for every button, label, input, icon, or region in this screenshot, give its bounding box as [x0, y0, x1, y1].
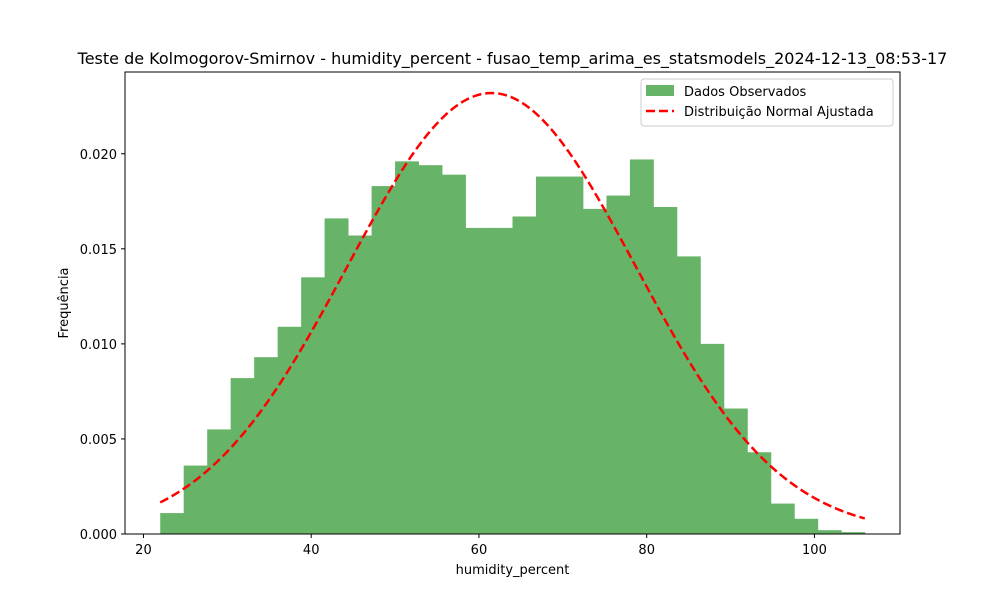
histogram-bar — [559, 176, 584, 534]
y-tick-label: 0.015 — [80, 243, 117, 258]
x-axis-label: humidity_percent — [456, 563, 570, 578]
histogram-bar — [723, 408, 748, 534]
histogram-bar — [207, 429, 232, 534]
histogram-bar — [371, 186, 396, 534]
y-axis-label: Frequência — [57, 267, 72, 338]
legend-label-observed: Dados Observados — [684, 85, 807, 100]
plot-area — [124, 71, 901, 535]
histogram-bar — [535, 176, 560, 534]
histogram-bar — [160, 513, 185, 534]
chart-title: Teste de Kolmogorov-Smirnov - humidity_p… — [77, 49, 948, 69]
y-tick-label: 0.005 — [80, 433, 117, 448]
y-tick-label: 0.020 — [80, 148, 117, 163]
legend-swatch-observed — [646, 85, 674, 96]
histogram-bar — [606, 195, 631, 534]
histogram-bar — [770, 503, 795, 534]
histogram-bar — [817, 530, 842, 534]
x-tick-label: 100 — [802, 543, 827, 558]
x-tick-label: 60 — [471, 543, 488, 558]
histogram-bar — [301, 277, 326, 534]
normal-fit-line — [159, 91, 866, 520]
y-tick-label: 0.000 — [80, 528, 117, 543]
axes-frame — [124, 71, 901, 535]
histogram-bar — [512, 216, 537, 534]
histogram-bar — [676, 256, 701, 534]
histogram-bar — [629, 159, 654, 534]
histogram-bar — [348, 235, 372, 535]
legend-box — [640, 78, 894, 127]
histogram-bar — [582, 208, 607, 534]
histogram-bar — [277, 326, 302, 534]
histogram-bar — [794, 518, 819, 534]
x-axis-ticks: 20 40 60 80 100 — [135, 534, 827, 558]
histogram-bar — [489, 227, 513, 534]
histogram-bar — [254, 357, 279, 534]
y-axis-ticks: 0.000 0.005 0.010 0.015 0.020 — [80, 148, 125, 543]
histogram-bar — [841, 532, 866, 534]
x-tick-label: 20 — [135, 543, 152, 558]
histogram-bar — [747, 452, 772, 534]
histogram-bar — [418, 165, 443, 534]
histogram-bar — [700, 343, 725, 534]
histogram-bar — [324, 218, 349, 534]
x-tick-label: 40 — [303, 543, 320, 558]
histogram-bar — [465, 227, 490, 534]
legend-label-normal-fit: Distribuição Normal Ajustada — [684, 105, 874, 120]
x-tick-label: 80 — [638, 543, 655, 558]
histogram-bar — [183, 465, 208, 534]
histogram-bars — [160, 159, 866, 535]
histogram-bar — [442, 174, 466, 534]
legend: Dados Observados Distribuição Normal Aju… — [640, 78, 894, 127]
histogram-bar — [230, 378, 255, 534]
histogram-bar — [653, 206, 678, 534]
histogram-bar — [395, 161, 419, 534]
y-tick-label: 0.010 — [80, 338, 117, 353]
